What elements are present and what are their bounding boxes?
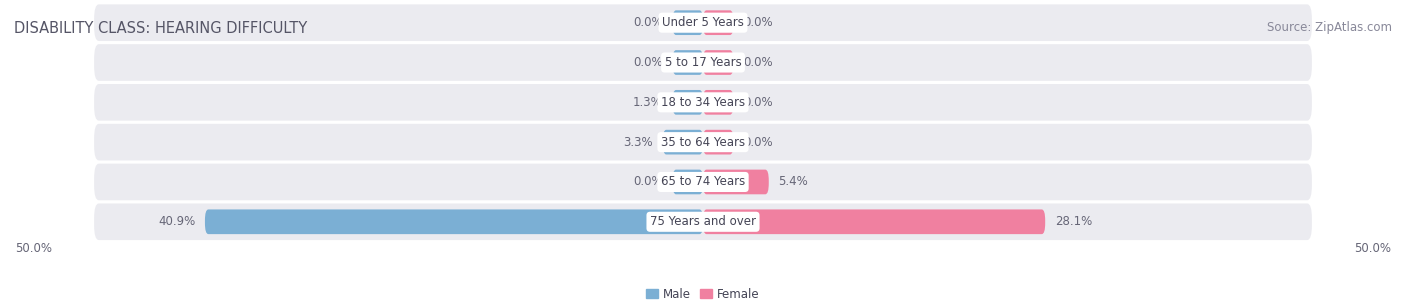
Text: 0.0%: 0.0%: [744, 56, 773, 69]
Text: 0.0%: 0.0%: [744, 16, 773, 29]
FancyBboxPatch shape: [94, 164, 1312, 200]
Text: 1.3%: 1.3%: [633, 96, 662, 109]
FancyBboxPatch shape: [703, 209, 1045, 234]
Text: 0.0%: 0.0%: [744, 96, 773, 109]
Text: 0.0%: 0.0%: [633, 175, 662, 188]
Text: 65 to 74 Years: 65 to 74 Years: [661, 175, 745, 188]
Text: Source: ZipAtlas.com: Source: ZipAtlas.com: [1267, 21, 1392, 34]
Text: 0.0%: 0.0%: [633, 56, 662, 69]
FancyBboxPatch shape: [672, 10, 703, 35]
FancyBboxPatch shape: [662, 130, 703, 154]
Text: 0.0%: 0.0%: [744, 136, 773, 149]
Text: 75 Years and over: 75 Years and over: [650, 215, 756, 228]
FancyBboxPatch shape: [703, 130, 734, 154]
FancyBboxPatch shape: [205, 209, 703, 234]
Text: 50.0%: 50.0%: [1354, 242, 1391, 255]
Text: 5 to 17 Years: 5 to 17 Years: [665, 56, 741, 69]
Text: 35 to 64 Years: 35 to 64 Years: [661, 136, 745, 149]
FancyBboxPatch shape: [94, 203, 1312, 240]
Text: DISABILITY CLASS: HEARING DIFFICULTY: DISABILITY CLASS: HEARING DIFFICULTY: [14, 21, 308, 36]
Text: 40.9%: 40.9%: [157, 215, 195, 228]
Text: 18 to 34 Years: 18 to 34 Years: [661, 96, 745, 109]
FancyBboxPatch shape: [703, 10, 734, 35]
FancyBboxPatch shape: [672, 170, 703, 194]
FancyBboxPatch shape: [94, 4, 1312, 41]
FancyBboxPatch shape: [94, 44, 1312, 81]
FancyBboxPatch shape: [94, 124, 1312, 161]
FancyBboxPatch shape: [672, 90, 703, 115]
FancyBboxPatch shape: [703, 170, 769, 194]
Text: 0.0%: 0.0%: [633, 16, 662, 29]
Legend: Male, Female: Male, Female: [641, 283, 765, 304]
FancyBboxPatch shape: [672, 50, 703, 75]
Text: Under 5 Years: Under 5 Years: [662, 16, 744, 29]
FancyBboxPatch shape: [703, 90, 734, 115]
Text: 3.3%: 3.3%: [623, 136, 652, 149]
FancyBboxPatch shape: [703, 50, 734, 75]
Text: 5.4%: 5.4%: [779, 175, 808, 188]
Text: 28.1%: 28.1%: [1054, 215, 1092, 228]
Text: 50.0%: 50.0%: [15, 242, 52, 255]
FancyBboxPatch shape: [94, 84, 1312, 121]
